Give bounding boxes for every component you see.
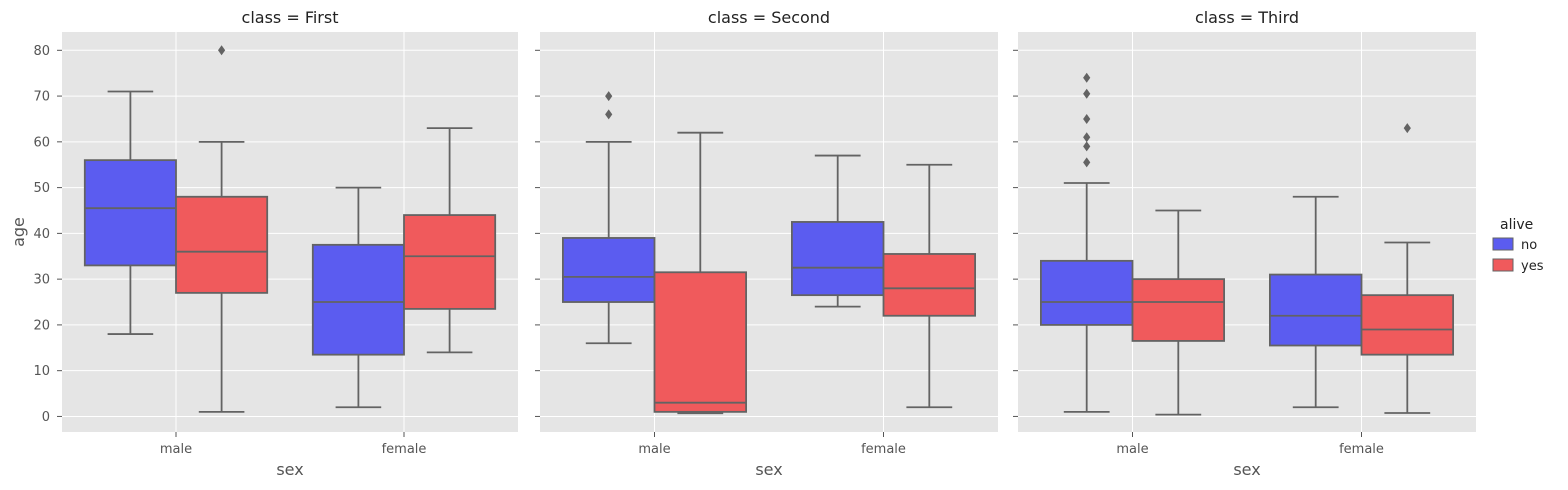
x-axis-label: sex <box>1233 460 1260 479</box>
y-tick-label: 30 <box>33 273 50 288</box>
legend-label-no: no <box>1521 238 1537 253</box>
box-iqr <box>311 243 405 356</box>
outlier-point <box>605 91 613 102</box>
box-iqr <box>1040 259 1134 326</box>
legend-label-yes: yes <box>1521 259 1544 274</box>
outlier-point <box>1083 72 1091 83</box>
box-iqr <box>791 221 885 297</box>
outlier-point <box>605 109 613 120</box>
box-iqr <box>403 214 497 310</box>
legend-swatch-yes <box>1492 258 1514 272</box>
box-male-no <box>562 91 656 345</box>
y-tick-label: 20 <box>33 318 50 333</box>
box-female-yes <box>1360 123 1454 414</box>
plot-background <box>1018 32 1476 432</box>
x-tick-label: female <box>861 442 906 457</box>
box-female-no <box>791 154 885 308</box>
legend: alive no yes <box>1492 217 1544 274</box>
panel-title: class = Second <box>708 8 830 27</box>
outlier-point <box>1083 132 1091 143</box>
box-male-yes <box>1131 209 1225 416</box>
box-iqr <box>882 253 976 317</box>
panel-2: male female class = Second sex <box>535 8 998 479</box>
outlier-point <box>1083 157 1091 168</box>
box-iqr <box>1269 273 1363 347</box>
y-tick-label: 50 <box>33 181 50 196</box>
outlier-point <box>218 45 226 56</box>
panel-3: male female class = Third sex <box>1013 8 1476 479</box>
outlier-point <box>1083 141 1091 152</box>
plot-background <box>540 32 998 432</box>
x-tick-label: female <box>382 442 427 457</box>
box-male-yes <box>653 131 747 415</box>
y-tick-label: 60 <box>33 135 50 150</box>
y-tick-label: 0 <box>42 410 50 425</box>
outlier-point <box>1083 88 1091 99</box>
outlier-point <box>1083 113 1091 124</box>
y-tick-label: 10 <box>33 364 50 379</box>
box-male-no <box>83 90 177 335</box>
panel-title: class = Third <box>1195 8 1299 27</box>
box-iqr <box>1131 278 1225 342</box>
x-tick-label: female <box>1339 442 1384 457</box>
y-tick-label: 40 <box>33 227 50 242</box>
y-axis-label: age <box>9 217 28 247</box>
box-iqr <box>175 195 269 294</box>
box-iqr <box>1360 294 1454 356</box>
box-female-no <box>311 186 405 409</box>
panel-1: 0 10 20 30 40 50 60 70 80 male female class = First… <box>33 8 518 479</box>
box-iqr <box>653 271 747 413</box>
legend-title: alive <box>1500 217 1533 233</box>
box-female-yes <box>882 163 976 409</box>
x-tick-label: male <box>1116 442 1148 457</box>
outlier-point <box>1403 123 1411 134</box>
box-iqr <box>562 237 656 303</box>
box-female-yes <box>403 127 497 354</box>
x-tick-label: male <box>160 442 192 457</box>
box-male-no <box>1040 72 1134 413</box>
x-tick-label: male <box>638 442 670 457</box>
box-male-yes <box>175 45 269 413</box>
legend-swatch-no <box>1492 237 1514 251</box>
x-axis-label: sex <box>276 460 303 479</box>
y-tick-label: 70 <box>33 90 50 105</box>
y-tick-label: 80 <box>33 44 50 59</box>
box-iqr <box>83 159 177 267</box>
x-axis-label: sex <box>755 460 782 479</box>
box-female-no <box>1269 195 1363 409</box>
panel-title: class = First <box>242 8 339 27</box>
